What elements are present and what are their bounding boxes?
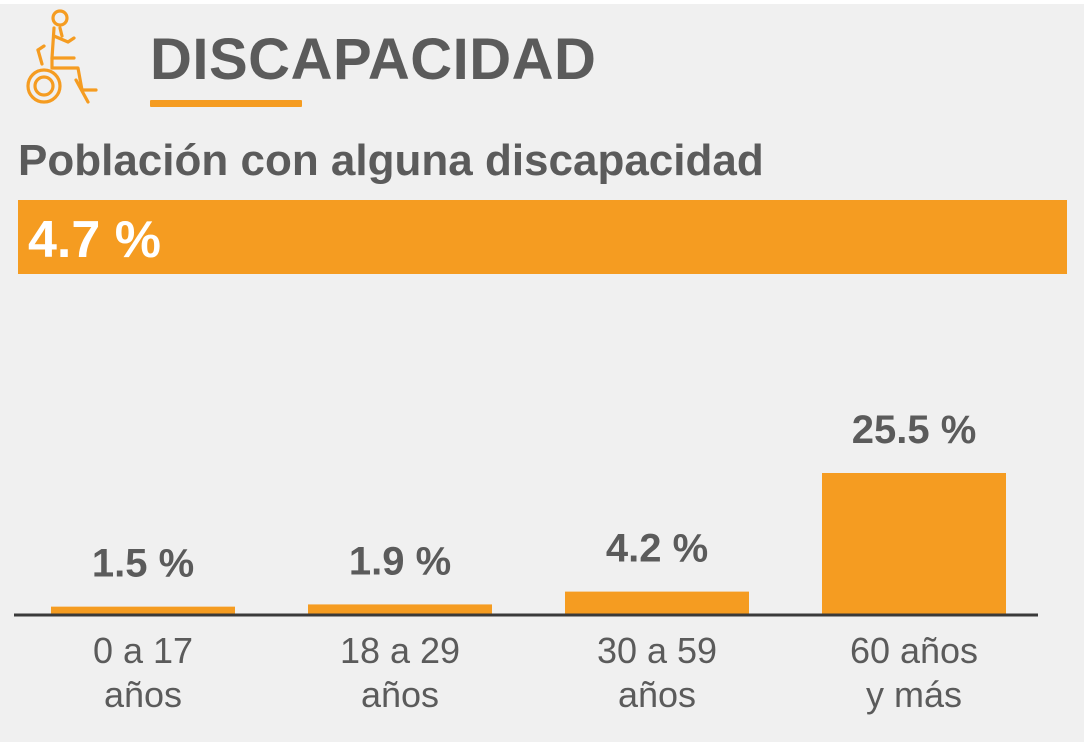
bar-value-label-3: 25.5 % bbox=[852, 408, 977, 452]
category-label-0-1: años bbox=[104, 674, 182, 715]
category-label-0-0: 0 a 17 bbox=[93, 630, 193, 671]
top-strip bbox=[0, 0, 1084, 4]
summary-value: 4.7 % bbox=[28, 211, 161, 269]
bar-value-label-1: 1.9 % bbox=[349, 539, 451, 583]
summary-banner: 4.7 % bbox=[18, 200, 1067, 274]
summary-label: Población con alguna discapacidad bbox=[18, 136, 764, 185]
bar-2 bbox=[565, 591, 749, 615]
page-title: DISCAPACIDAD bbox=[150, 27, 597, 92]
bar-0 bbox=[51, 606, 235, 615]
category-label-3-0: 60 años bbox=[850, 630, 978, 671]
category-label-2-1: años bbox=[618, 674, 696, 715]
wheelchair-person-icon bbox=[26, 9, 98, 104]
category-label-1-1: años bbox=[361, 674, 439, 715]
title-underline bbox=[150, 100, 302, 107]
category-label-1-0: 18 a 29 bbox=[340, 630, 460, 671]
bar-1 bbox=[308, 604, 492, 615]
bar-value-label-0: 1.5 % bbox=[92, 542, 194, 586]
category-label-3-1: y más bbox=[866, 674, 962, 715]
bar-3 bbox=[822, 473, 1006, 615]
bar-value-label-2: 4.2 % bbox=[606, 527, 708, 571]
category-label-2-0: 30 a 59 bbox=[597, 630, 717, 671]
